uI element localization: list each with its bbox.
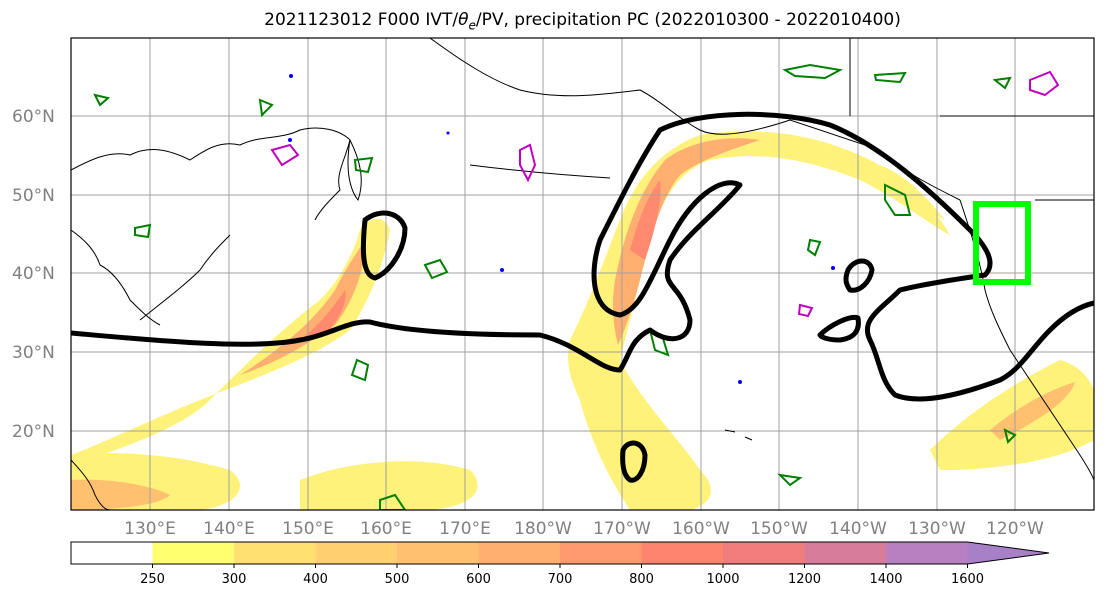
precip-sw-core [71,479,170,510]
lon-label-140w: 140°W [829,519,887,539]
region-box [973,201,1031,285]
colorbar-segment [234,542,316,564]
lon-label-170w: 170°W [593,519,651,539]
ivt-loop-south [620,440,648,483]
colorbar-tick-label: 800 [629,572,654,587]
lon-label-120w: 120°W [986,519,1044,539]
title-theta: θ [458,10,469,30]
ivt-contours [71,111,1094,483]
colorbar [70,541,1050,568]
coast-philippines [71,459,111,510]
colorbar-tick-label: 250 [140,572,165,587]
title-subscript: e [468,18,476,33]
colorbar-segment [886,542,968,564]
lat-label-50: 50°N [12,186,55,206]
ivt-loop-kamchatka [360,210,408,281]
lon-label-180w: 180°W [514,519,572,539]
coast-hawaii [724,429,753,441]
colorbar-tick-label: 1400 [869,572,902,587]
precip-band-west-peak [300,290,346,340]
coast-aleutian [469,164,611,179]
colorbar-tick-label: 1000 [706,572,739,587]
precip-ne [880,165,945,220]
colorbar-segment [71,542,153,564]
ivt-loop-east-2 [817,314,861,343]
title-suffix: /PV, precipitation PC (2022010300 - 2022… [475,10,901,30]
colorbar-segment [152,542,235,564]
colorbar-segment [560,542,642,564]
lat-label-20: 20°N [12,422,55,442]
precip-se-core [990,382,1075,440]
colorbar-tick-label: 1200 [788,572,821,587]
coast-asia [71,127,351,326]
colorbar-segment [723,542,805,564]
graticule [71,38,1094,510]
precip-shading [71,131,1094,510]
precip-sw-2 [300,461,478,510]
lon-label-140e: 140°E [203,519,255,539]
border-canada-us [849,38,1094,201]
precip-central-core [613,138,760,345]
colorbar-segment [478,542,561,564]
lon-label-170e: 170°E [439,519,491,539]
lon-label-150e: 150°E [282,519,334,539]
pv-contours [270,70,1060,318]
colorbar-tick-label: 700 [548,572,573,587]
map-title: 2021123012 F000 IVT/θe/PV, precipitation… [0,10,1105,32]
ivt-main-line [71,111,1094,402]
colorbar-outline [70,541,1050,565]
coast-kamchatka [347,139,362,202]
lon-label-130w: 130°W [908,519,966,539]
colorbar-segment [641,542,724,564]
lat-label-60: 60°N [12,107,55,127]
longitude-labels: 130°E 140°E 150°E 160°E 170°E 180°W 170°… [124,519,1044,539]
latitude-labels: 60°N 50°N 40°N 30°N 20°N [12,107,55,442]
colorbar-tick-label: 500 [385,572,410,587]
lon-label-150w: 150°W [750,519,808,539]
coast-japan [139,234,231,321]
colorbar-segment [804,542,887,564]
lat-label-30: 30°N [12,343,55,363]
precip-band-west [71,218,390,465]
colorbar-segment [397,542,479,564]
ivt-loop-east [843,258,875,293]
lat-label-40: 40°N [12,264,55,284]
colorbar-labels: 250 300 400 500 600 700 800 1000 1200 1400 1600 [140,572,984,587]
plot-frame [70,37,1095,511]
colorbar-tick-label: 600 [466,572,491,587]
blue-marks [288,74,835,384]
plot-area [71,38,1094,510]
colorbar-tick-label: 1600 [951,572,984,587]
colorbar-segment [315,542,398,564]
colorbar-tick-label: 300 [222,572,247,587]
lon-label-160e: 160°E [360,519,412,539]
precip-central-peak [630,180,661,260]
lon-label-160w: 160°W [672,519,730,539]
title-prefix: 2021123012 F000 IVT/ [264,10,459,30]
colorbar-extend-arrow [967,542,1049,564]
lon-label-130e: 130°E [124,519,176,539]
colorbar-tick-label: 400 [303,572,328,587]
